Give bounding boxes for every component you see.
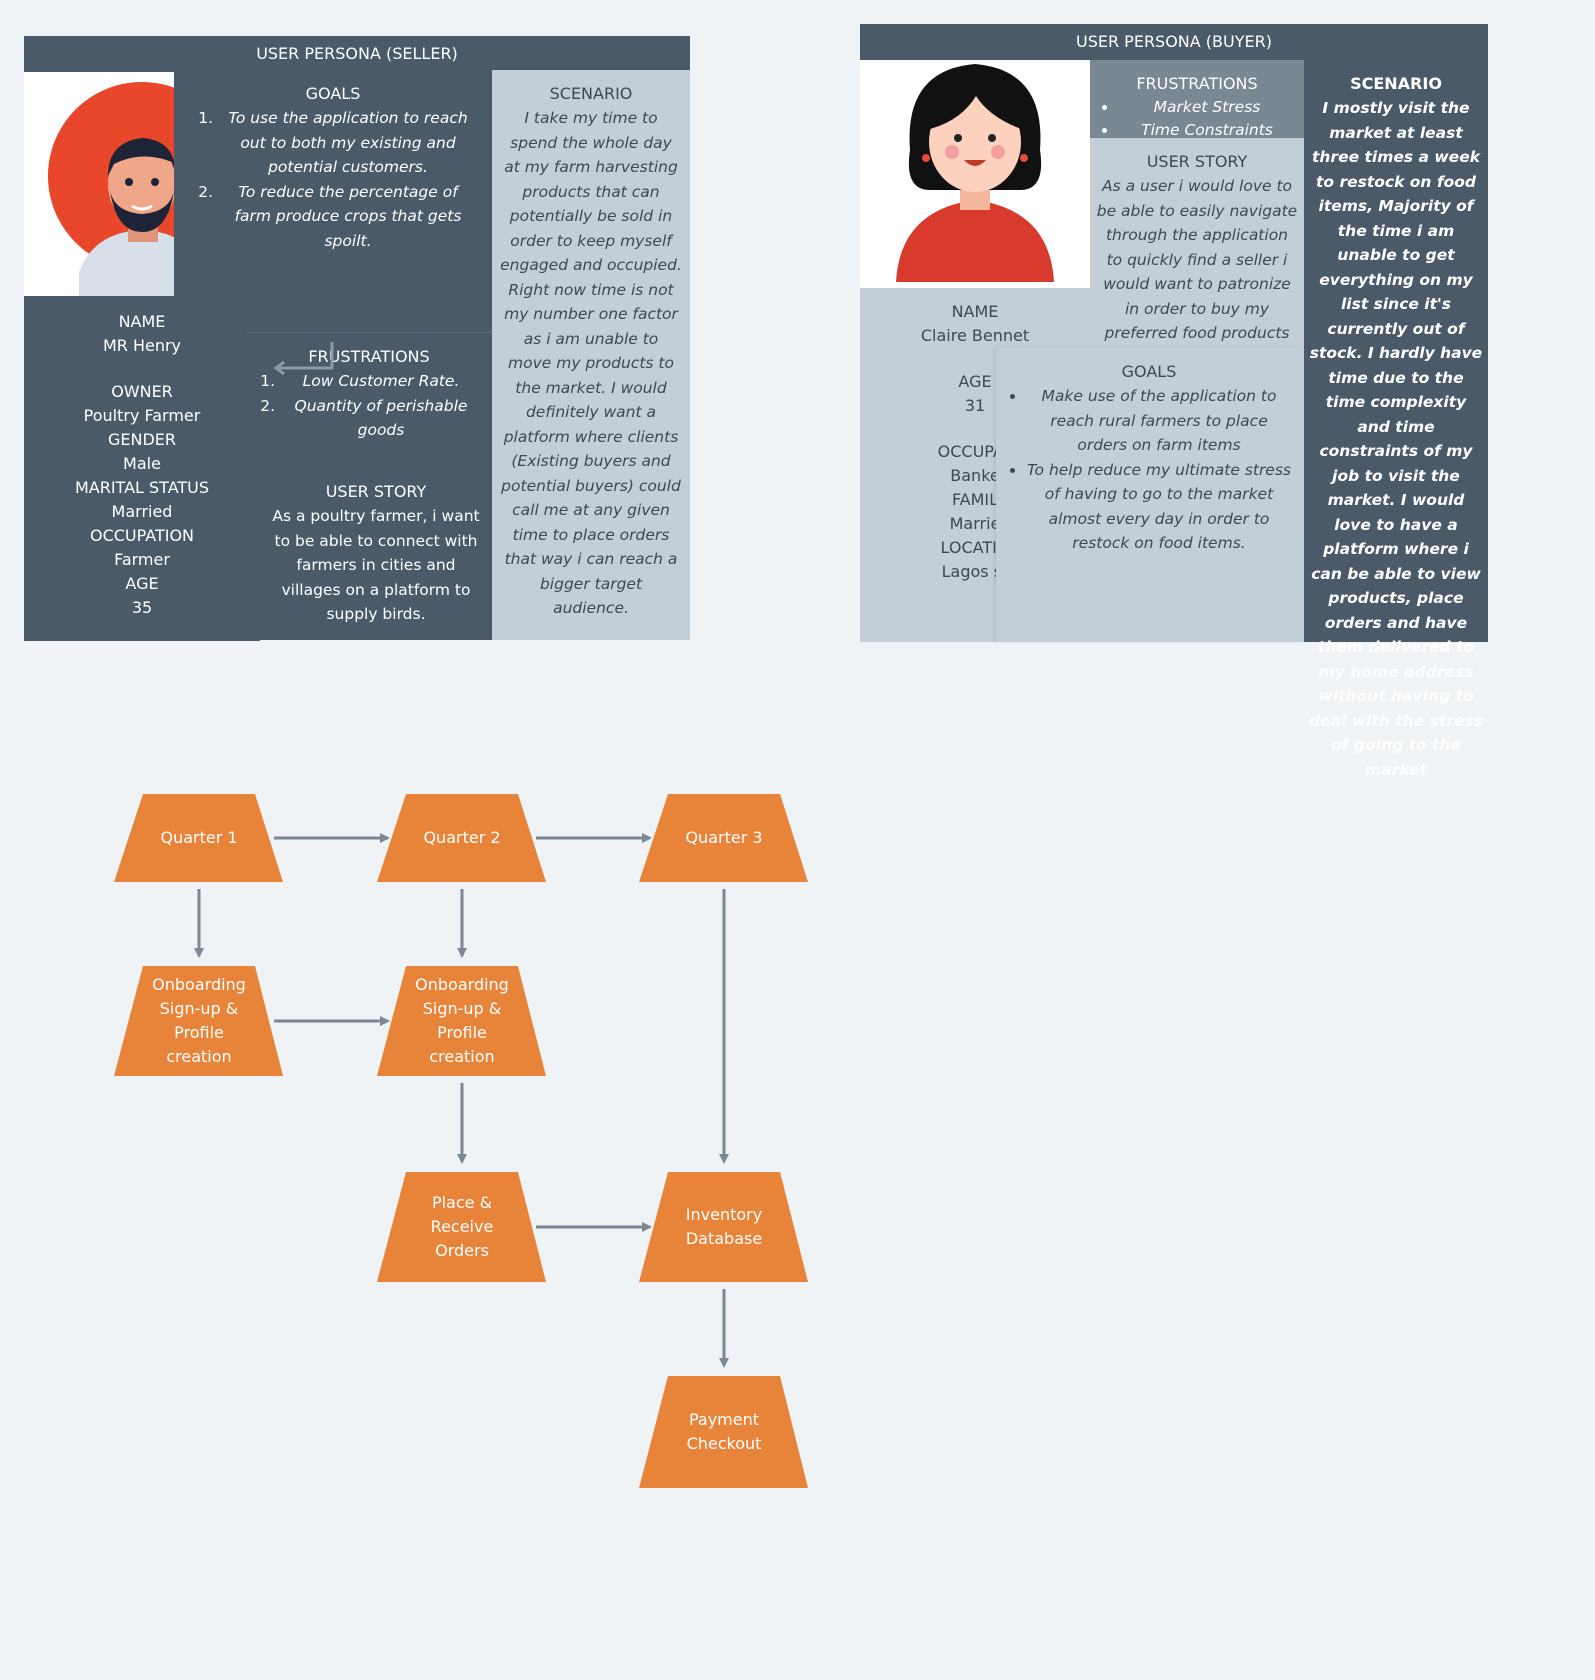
node-label-quarter-1: Quarter 1 [160, 828, 238, 847]
buyer-scenario-panel: SCENARIO I mostly visit the market at le… [1304, 60, 1488, 779]
buyer-persona-header: USER PERSONA (BUYER) [860, 24, 1488, 60]
buyer-location: Lagos st [941, 562, 1009, 581]
seller-goal-item: To use the application to reach out to b… [218, 106, 478, 180]
buyer-family-label: FAMIL [951, 490, 999, 509]
buyer-goals-panel: GOALS Make use of the application to rea… [996, 348, 1304, 642]
seller-marital-label: MARITAL STATUS [74, 478, 210, 497]
seller-user-story-text: As a poultry farmer, i want to be able t… [272, 507, 480, 623]
seller-scenario-panel: SCENARIO I take my time to spend the who… [492, 70, 690, 640]
buyer-age-label: AGE [958, 372, 992, 391]
buyer-frustrations-title: FRUSTRATIONS [1136, 74, 1258, 93]
seller-gender: Male [123, 454, 161, 473]
seller-name-label: NAME [118, 312, 166, 331]
node-label-payment: Payment Checkout [686, 1410, 762, 1453]
seller-owner: Poultry Farmer [83, 406, 201, 425]
buyer-goals-title: GOALS [1121, 362, 1177, 381]
buyer-frustration-item: Market Stress [1118, 96, 1296, 119]
seller-frustrations-title: FRUSTRATIONS [308, 347, 430, 366]
seller-user-story-panel: USER STORY As a poultry farmer, i want t… [260, 448, 492, 640]
seller-name: MR Henry [102, 336, 182, 355]
buyer-user-story-panel: USER STORY As a user i would love to be … [1090, 138, 1304, 348]
buyer-name-label: NAME [951, 302, 999, 321]
buyer-goal-item: Make use of the application to reach rur… [1026, 384, 1292, 458]
buyer-goals-list: Make use of the application to reach rur… [1006, 384, 1292, 556]
buyer-user-story-title: USER STORY [1146, 152, 1248, 171]
seller-user-story-title: USER STORY [325, 482, 427, 501]
buyer-scenario-title: SCENARIO [1350, 74, 1442, 93]
woman-avatar-icon [896, 64, 1054, 282]
seller-frustrations-panel: FRUSTRATIONS Low Customer Rate. Quantity… [246, 332, 492, 448]
node-label-inventory: Inventory Database [685, 1205, 763, 1248]
seller-avatar [24, 72, 174, 296]
seller-occupation-label: OCCUPATION [89, 526, 195, 545]
buyer-avatar [860, 60, 1090, 288]
seller-occupation: Farmer [114, 550, 170, 569]
seller-scenario-title: SCENARIO [549, 84, 633, 103]
buyer-frustrations-panel: FRUSTRATIONS Market Stress Time Constrai… [1090, 60, 1304, 139]
return-arrow-icon [273, 342, 334, 376]
seller-goals-list: To use the application to reach out to b… [188, 106, 478, 253]
seller-marital: Married [111, 502, 173, 521]
node-label-quarter-3: Quarter 3 [685, 828, 763, 847]
seller-frustration-item: Low Customer Rate. [280, 369, 482, 394]
buyer-occupation-label: OCCUPAT [937, 442, 1013, 461]
buyer-occupation: Banke [950, 466, 1000, 485]
man-avatar-icon [48, 82, 174, 296]
buyer-scenario-text: I mostly visit the market at least three… [1309, 99, 1483, 779]
seller-owner-label: OWNER [111, 382, 173, 401]
seller-gender-label: GENDER [107, 430, 177, 449]
node-label-quarter-2: Quarter 2 [423, 828, 501, 847]
buyer-user-story-text: As a user i would love to be able to eas… [1096, 177, 1298, 342]
node-label-onboarding-1: Onboarding Sign-up & Profile creation [152, 975, 246, 1066]
seller-scenario-text: I take my time to spend the whole day at… [500, 109, 682, 617]
buyer-location-label: LOCATIO [940, 538, 1010, 557]
node-label-orders: Place & Receive Orders [430, 1193, 494, 1260]
seller-persona-header: USER PERSONA (SELLER) [24, 36, 690, 72]
seller-goals-title: GOALS [305, 84, 361, 103]
buyer-age: 31 [964, 396, 986, 415]
seller-age: 35 [131, 598, 153, 617]
buyer-goal-item: To help reduce my ultimate stress of hav… [1026, 458, 1292, 556]
buyer-frustrations-list: Market Stress Time Constraints [1098, 96, 1296, 142]
seller-goal-item: To reduce the percentage of farm produce… [218, 180, 478, 254]
seller-goals-panel: GOALS To use the application to reach ou… [174, 70, 492, 332]
buyer-family: Marrie [949, 514, 1001, 533]
node-label-onboarding-2: Onboarding Sign-up & Profile creation [415, 975, 509, 1066]
seller-frustrations-list: Low Customer Rate. Quantity of perishabl… [256, 369, 482, 443]
seller-profile-panel: NAME MR Henry OWNER Poultry Farmer GENDE… [24, 296, 260, 641]
buyer-frustration-item: Time Constraints [1118, 119, 1296, 142]
seller-frustration-item: Quantity of perishable goods [280, 394, 482, 443]
seller-age-label: AGE [125, 574, 159, 593]
buyer-name: Claire Bennet [920, 326, 1030, 345]
